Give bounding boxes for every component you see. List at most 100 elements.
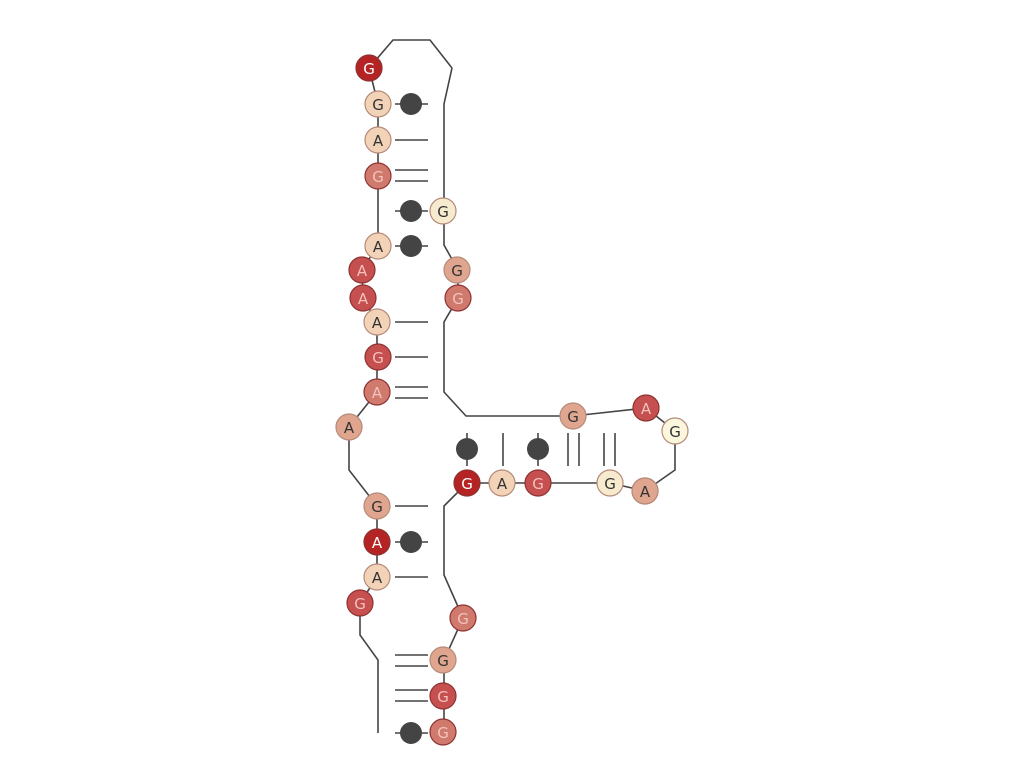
- nucleotide-label: A: [641, 400, 652, 418]
- nucleotide-G: G: [429, 197, 457, 225]
- nucleotide-label: A: [372, 569, 383, 587]
- nucleotide-circle: [364, 90, 392, 118]
- nucleotide-label: G: [354, 595, 366, 613]
- nucleotide-A: A: [488, 469, 516, 497]
- nucleotide-G: G: [443, 256, 471, 284]
- nucleotide-circle: [335, 413, 363, 441]
- wobble-pair-dot: [400, 531, 422, 553]
- wobble-pair-dot: [527, 438, 549, 460]
- nucleotide-label: G: [437, 724, 449, 742]
- nucleotide-A: A: [363, 528, 391, 556]
- nucleotide-circle: [443, 256, 471, 284]
- nucleotide-circle: [363, 563, 391, 591]
- nucleotide-label: G: [437, 652, 449, 670]
- backbone-right-lower: [443, 617, 464, 733]
- nucleotide-G: G: [363, 492, 391, 520]
- nucleotide-G: G: [364, 343, 392, 371]
- backbone-right-upper: [443, 67, 676, 619]
- wobble-pair-dot: [400, 235, 422, 257]
- nucleotide-G: G: [346, 589, 374, 617]
- nucleotide-G: G: [559, 402, 587, 430]
- nucleotide-A: A: [364, 126, 392, 154]
- wobble-pair-dot: [400, 93, 422, 115]
- nucleotide-circle: [364, 343, 392, 371]
- nucleotide-circle: [524, 469, 552, 497]
- nucleotide-circle: [363, 308, 391, 336]
- nucleotide-A: A: [335, 413, 363, 441]
- nucleotide-circle: [429, 718, 457, 746]
- nucleotide-G: G: [364, 90, 392, 118]
- nucleotide-G: G: [364, 162, 392, 190]
- nucleotide-A: A: [364, 232, 392, 260]
- nucleotide-label: G: [363, 60, 375, 78]
- nucleotide-label: G: [372, 96, 384, 114]
- nucleotide-label: G: [604, 475, 616, 493]
- nucleotide-G: G: [355, 54, 383, 82]
- nucleotide-A: A: [363, 378, 391, 406]
- backbone-top-loop: [368, 39, 453, 69]
- nucleotide-circle: [631, 477, 659, 505]
- nucleotide-G: G: [429, 718, 457, 746]
- nucleotide-circle: [449, 604, 477, 632]
- nucleotide-circle: [363, 492, 391, 520]
- nucleotide-label: G: [437, 203, 449, 221]
- nucleotide-label: A: [373, 132, 384, 150]
- nucleotide-G: G: [429, 682, 457, 710]
- nucleotide-G: G: [429, 646, 457, 674]
- nucleotide-label: G: [461, 475, 473, 493]
- nucleotide-circle: [349, 284, 377, 312]
- nucleotide-label: G: [669, 423, 681, 441]
- nucleotide-label: A: [358, 290, 369, 308]
- nucleotide-A: A: [363, 308, 391, 336]
- nucleotide-circle: [364, 232, 392, 260]
- nucleotide-G: G: [596, 469, 624, 497]
- nucleotide-label: G: [532, 475, 544, 493]
- nucleotide-G: G: [444, 284, 472, 312]
- wobble-pair-dot: [400, 722, 422, 744]
- nucleotide-A: A: [363, 563, 391, 591]
- nucleotide-label: G: [452, 290, 464, 308]
- wobble-pair-dot: [400, 200, 422, 222]
- nucleotide-label: G: [567, 408, 579, 426]
- nucleotide-label: A: [373, 238, 384, 256]
- nucleotide-circle: [364, 162, 392, 190]
- nucleotide-circle: [453, 469, 481, 497]
- nucleotide-circle: [429, 197, 457, 225]
- nucleotide-circle: [364, 126, 392, 154]
- nucleotide-circle: [444, 284, 472, 312]
- nucleotide-circle: [596, 469, 624, 497]
- nucleotide-label: G: [372, 168, 384, 186]
- nucleotide-circle: [355, 54, 383, 82]
- nucleotide-G: G: [661, 417, 689, 445]
- nucleotide-label: A: [357, 262, 368, 280]
- nucleotide-A: A: [348, 256, 376, 284]
- nucleotide-circle: [488, 469, 516, 497]
- nucleotide-label: G: [371, 498, 383, 516]
- nucleotide-A: A: [631, 477, 659, 505]
- nucleotide-label: G: [451, 262, 463, 280]
- nucleotide-label: A: [372, 384, 383, 402]
- nucleotide-label: A: [497, 475, 508, 493]
- wobble-pair-dot: [456, 438, 478, 460]
- nucleotide-circle: [429, 682, 457, 710]
- nucleotide-circle: [559, 402, 587, 430]
- nucleotide-label: A: [344, 419, 355, 437]
- nucleotide-label: A: [372, 314, 383, 332]
- backbone-left-lower: [348, 427, 379, 733]
- nucleotide-circle: [632, 394, 660, 422]
- nucleotide-circle: [346, 589, 374, 617]
- nucleotide-label: G: [437, 688, 449, 706]
- nucleotide-G: G: [524, 469, 552, 497]
- nucleotide-label: G: [372, 349, 384, 367]
- nucleotide-circle: [429, 646, 457, 674]
- nucleotide-label: G: [457, 610, 469, 628]
- nucleotide-circle: [348, 256, 376, 284]
- nucleotide-circle: [363, 528, 391, 556]
- nucleotide-G: G: [453, 469, 481, 497]
- nucleotide-label: A: [372, 534, 383, 552]
- nucleotides: GGAGGAAAAGAAGAAGGGGGAGGAGAGGGGA: [335, 54, 689, 746]
- base-pairs: [395, 93, 616, 744]
- nucleotide-G: G: [449, 604, 477, 632]
- nucleotide-label: A: [640, 483, 651, 501]
